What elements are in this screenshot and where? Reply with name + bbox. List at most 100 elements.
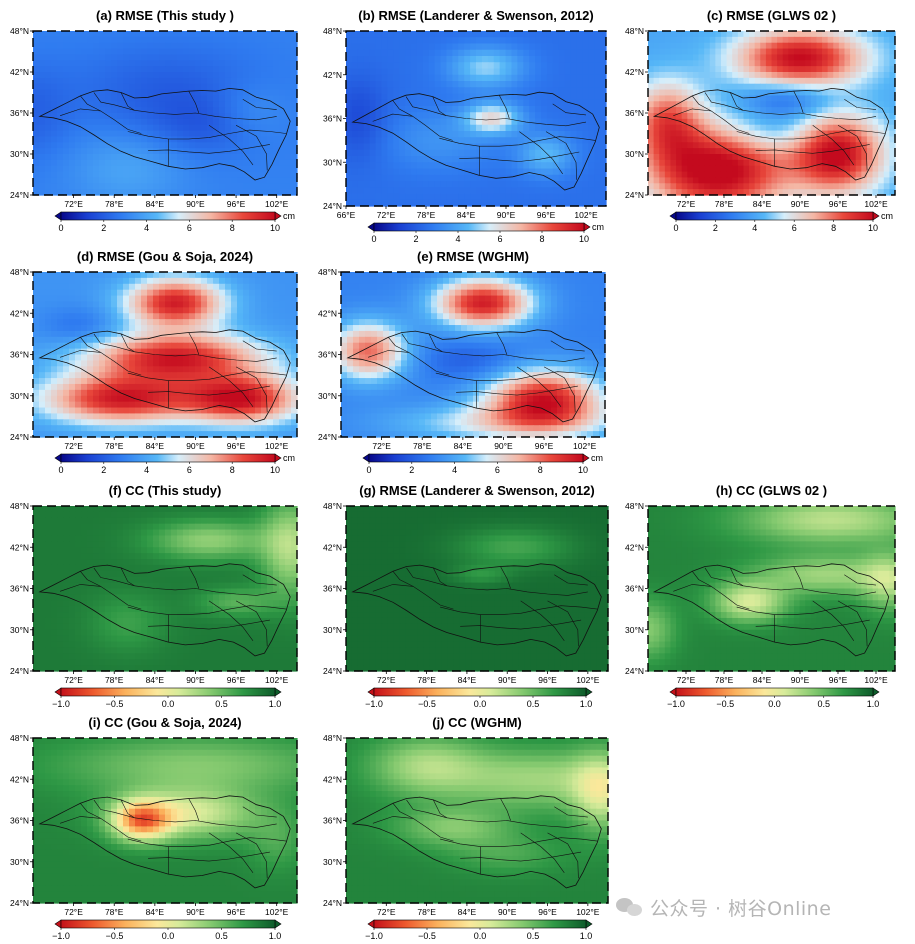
- heatmap-cell: [411, 87, 418, 95]
- heatmap-cell: [670, 31, 677, 38]
- heatmap-cell: [715, 77, 722, 85]
- heatmap-cell: [171, 401, 178, 409]
- heatmap-cell: [416, 49, 424, 57]
- heatmap-cell: [201, 407, 208, 415]
- heatmap-cell: [558, 131, 566, 138]
- heatmap-cell: [93, 183, 100, 190]
- heatmap-cell: [676, 95, 683, 102]
- heatmap-cell: [535, 56, 542, 63]
- heatmap-cell: [279, 378, 286, 385]
- heatmap-cell: [249, 413, 256, 420]
- heatmap-cell: [499, 124, 507, 132]
- heatmap-cell: [45, 272, 52, 279]
- heatmap-cell: [177, 413, 184, 420]
- heatmap-cell: [698, 113, 705, 120]
- heatmap-cell: [487, 56, 495, 63]
- heatmap-cell: [648, 159, 655, 167]
- heatmap-cell: [81, 142, 88, 149]
- heatmap-cell: [99, 372, 106, 379]
- heatmap-cell: [687, 136, 694, 143]
- heatmap-cell: [267, 395, 274, 403]
- heatmap-cell: [357, 137, 365, 145]
- heatmap-cell: [428, 174, 436, 182]
- heatmap-cell: [129, 118, 136, 126]
- heatmap-cell: [381, 93, 388, 101]
- heatmap-cell: [737, 130, 745, 138]
- heatmap-cell: [754, 171, 761, 179]
- heatmap-cell: [357, 149, 365, 157]
- heatmap-cell: [69, 330, 76, 338]
- heatmap-cell: [681, 154, 688, 161]
- heatmap-cell: [411, 168, 418, 176]
- heatmap-cell: [63, 301, 70, 308]
- heatmap-cell: [195, 130, 202, 138]
- basin-boundary: [235, 125, 268, 171]
- heatmap-cell: [273, 378, 280, 385]
- heatmap-cell: [105, 48, 112, 56]
- heatmap-cell: [75, 348, 82, 356]
- heatmap-cell: [844, 118, 851, 126]
- heatmap-cell: [177, 183, 184, 190]
- heatmap-cell: [57, 171, 64, 179]
- heatmap-cell: [195, 177, 202, 184]
- heatmap-cell: [135, 319, 142, 326]
- heatmap-cell: [207, 272, 214, 279]
- heatmap-cell: [93, 60, 100, 67]
- heatmap-cell: [213, 48, 220, 56]
- heatmap-cell: [771, 177, 778, 184]
- heatmap-cell: [692, 107, 700, 114]
- heatmap-cell: [588, 81, 595, 88]
- heatmap-cell: [715, 171, 722, 179]
- heatmap-cell: [381, 118, 388, 126]
- heatmap-cell: [213, 159, 220, 167]
- heatmap-cell: [499, 81, 507, 88]
- heatmap-cell: [231, 31, 238, 38]
- heatmap-cell: [111, 36, 118, 44]
- heatmap-cell: [249, 142, 256, 149]
- heatmap-cell: [381, 112, 388, 120]
- heatmap-cell: [805, 48, 812, 56]
- heatmap-cell: [279, 118, 286, 126]
- heatmap-cell: [732, 159, 739, 167]
- heatmap-cell: [39, 366, 46, 373]
- heatmap-cell: [171, 295, 178, 303]
- heatmap-cell: [558, 112, 566, 120]
- heatmap-cell: [273, 319, 280, 326]
- heatmap-cell: [249, 83, 256, 91]
- heatmap-cell: [588, 156, 595, 163]
- heatmap-cell: [505, 112, 513, 120]
- heatmap-cell: [81, 60, 88, 67]
- heatmap-cell: [129, 395, 136, 403]
- heatmap-cell: [123, 395, 130, 403]
- basin-boundary: [545, 131, 577, 180]
- heatmap-cell: [499, 168, 507, 176]
- heatmap-cell: [493, 156, 501, 163]
- heatmap-cell: [505, 62, 513, 70]
- heatmap-cell: [369, 37, 377, 45]
- heatmap-cell: [771, 31, 778, 38]
- heatmap-cell: [285, 159, 292, 167]
- heatmap-cell: [720, 118, 728, 126]
- heatmap-cell: [237, 283, 244, 291]
- heatmap-cell: [111, 372, 118, 379]
- heatmap-cell: [75, 336, 82, 344]
- heatmap-cell: [63, 107, 70, 114]
- heatmap-cell: [81, 183, 88, 190]
- heatmap-cell: [261, 307, 268, 314]
- heatmap-cell: [552, 162, 560, 170]
- heatmap-cell: [219, 154, 226, 161]
- heatmap-cell: [838, 107, 846, 114]
- heatmap-cell: [87, 413, 94, 420]
- heatmap-cell: [285, 360, 292, 367]
- heatmap-cell: [446, 93, 453, 101]
- heatmap-cell: [855, 159, 862, 167]
- heatmap-cell: [201, 142, 208, 149]
- heatmap-cell: [159, 95, 166, 102]
- heatmap-cell: [99, 383, 106, 391]
- heatmap-cell: [687, 72, 694, 79]
- heatmap-cell: [476, 93, 483, 101]
- heatmap-cell: [771, 101, 778, 108]
- heatmap-cell: [153, 407, 160, 415]
- heatmap-cell: [446, 81, 453, 88]
- heatmap-cell: [183, 42, 190, 50]
